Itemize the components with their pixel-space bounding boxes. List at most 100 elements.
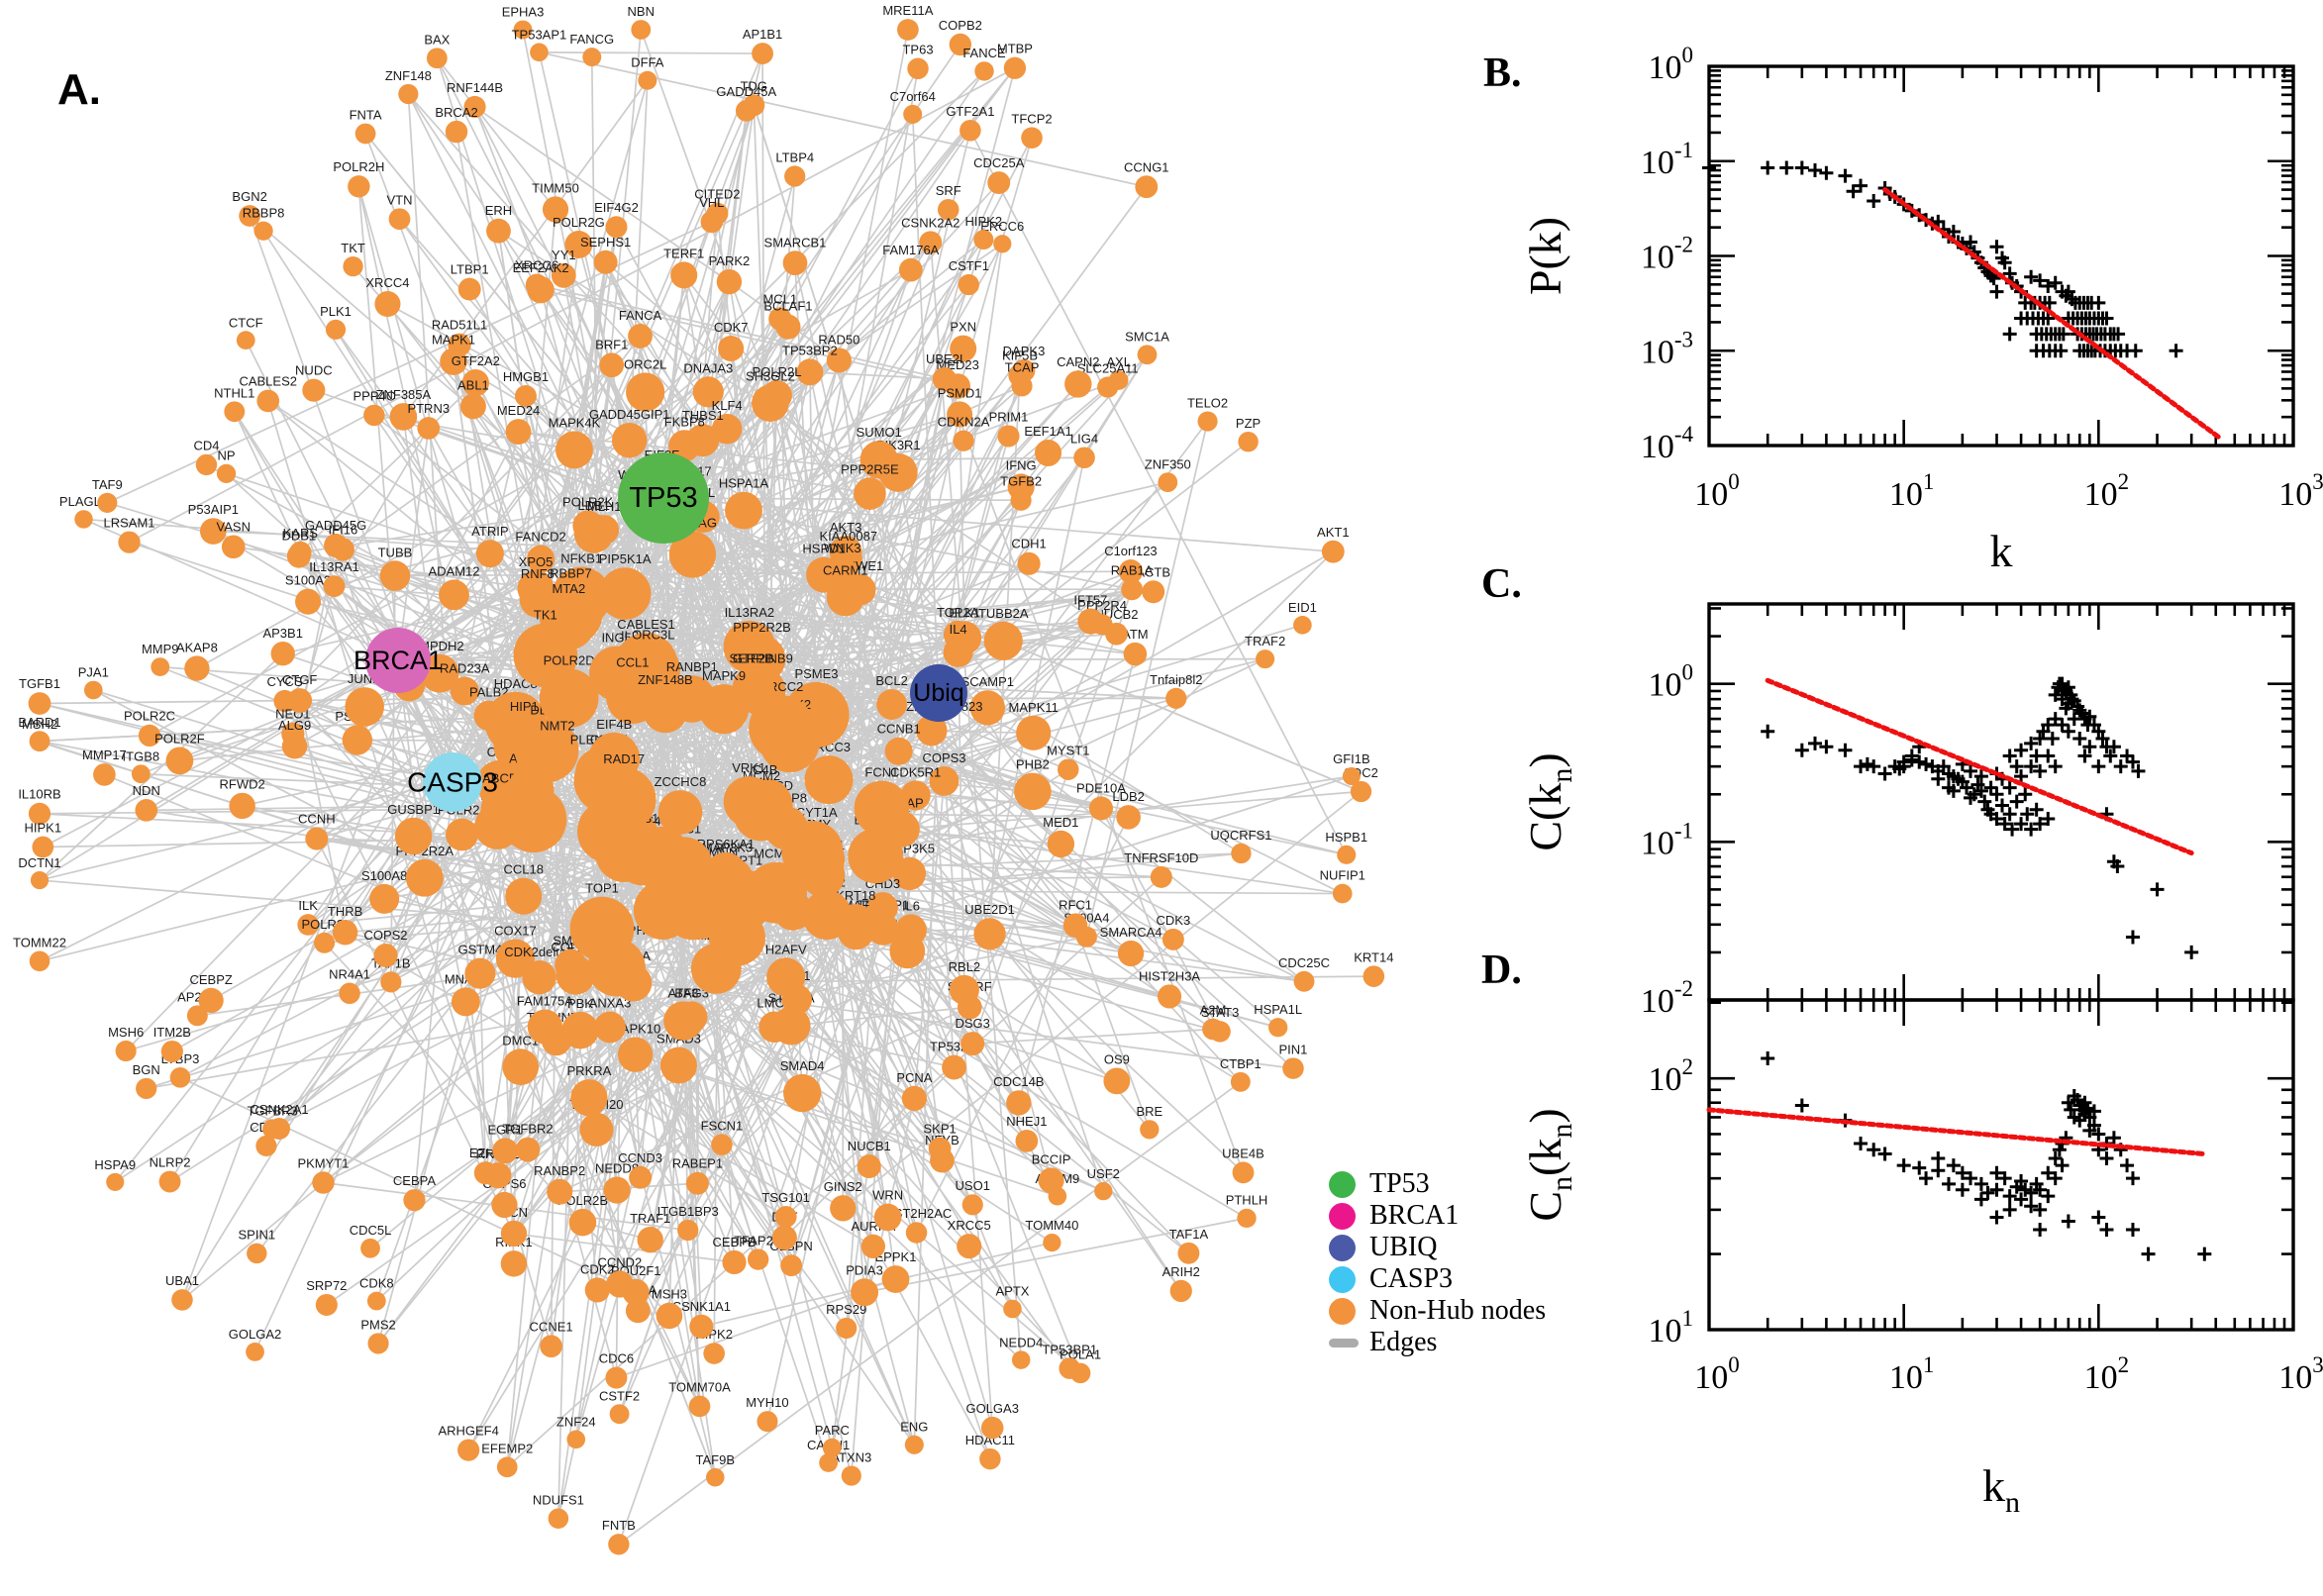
network-node-label: ERH xyxy=(485,203,512,218)
network-node xyxy=(836,1317,858,1340)
network-node xyxy=(1043,1233,1061,1252)
network-node xyxy=(566,1430,586,1449)
network-node-label: EIF4B xyxy=(596,717,632,732)
network-node xyxy=(898,257,923,282)
network-node-label: PLAGL1 xyxy=(59,494,108,509)
network-node xyxy=(158,1170,181,1193)
network-node xyxy=(1237,1208,1257,1229)
network-node xyxy=(268,1117,290,1140)
network-node xyxy=(1238,431,1259,452)
network-node-label: UQCRFS1 xyxy=(1210,828,1271,843)
network-node-label: HSPA1A xyxy=(719,476,769,491)
network-node-label: ATF3 xyxy=(668,985,699,1000)
network-node-label: CABLES2 xyxy=(239,374,297,389)
network-node-label: RPS6KA1 xyxy=(697,837,756,851)
network-node xyxy=(286,544,311,568)
network-node xyxy=(725,491,762,530)
hub-node-label-Ubiq: Ubiq xyxy=(913,679,963,707)
network-node-label: PPP2R5E xyxy=(841,461,899,476)
y-axis-label: C(kn) xyxy=(1520,752,1578,850)
network-node-label: STAT3 xyxy=(1201,1005,1240,1020)
network-node-label: TRAF1 xyxy=(630,1211,670,1226)
network-node xyxy=(749,695,815,761)
network-node xyxy=(980,1416,1004,1440)
network-node-label: IL10RB xyxy=(18,787,60,802)
network-node xyxy=(997,425,1020,448)
network-node xyxy=(500,1220,528,1247)
network-node xyxy=(1165,687,1187,709)
network-node-label: DSG3 xyxy=(955,1016,989,1031)
network-node xyxy=(1011,375,1033,397)
network-node-label: AKT1 xyxy=(1317,525,1350,540)
network-node-label: FCN1 xyxy=(864,765,898,780)
network-node xyxy=(943,637,973,667)
network-node-label: BRCA2 xyxy=(435,105,477,120)
network-node xyxy=(784,165,806,187)
network-node xyxy=(1059,1357,1081,1379)
network-node xyxy=(1332,883,1353,904)
network-node xyxy=(775,314,801,340)
network-node xyxy=(857,1154,881,1179)
network-hubs: TP53 BRCA1 Ubiq CASP3 xyxy=(354,452,967,812)
network-node xyxy=(29,950,50,972)
network-node-label: TUBB2A xyxy=(978,606,1029,621)
network-node xyxy=(969,690,1006,726)
network-node xyxy=(905,1222,928,1244)
network-node xyxy=(457,277,481,301)
network-node xyxy=(239,205,260,227)
network-node xyxy=(246,1343,264,1361)
network-node-label: POLR2H xyxy=(333,159,384,174)
hub-node-label-BRCA1: BRCA1 xyxy=(354,646,443,675)
network-node xyxy=(325,319,347,340)
svg-text:10-2: 10-2 xyxy=(1641,976,1693,1020)
network-node xyxy=(216,463,237,483)
network-node-label: CARM1 xyxy=(823,562,868,577)
network-node-label: CAPN2 xyxy=(1057,354,1099,369)
network-node xyxy=(637,1227,663,1253)
panel-label-c: C. xyxy=(1481,561,1522,607)
network-node xyxy=(440,348,467,375)
legend-item-non-hub-nodes: Non-Hub nodes xyxy=(1329,1295,1656,1327)
network-node xyxy=(758,1011,790,1044)
network-node xyxy=(1142,580,1165,604)
network-node xyxy=(445,120,468,144)
network-node-label: ARIH2 xyxy=(1162,1264,1200,1279)
network-node-label: POLR2F xyxy=(154,731,205,746)
network-node xyxy=(796,358,824,386)
network-node-label: RNF8 xyxy=(521,566,555,581)
x-axis-label: k xyxy=(1990,526,2013,576)
network-node-label: MSH3 xyxy=(652,1287,687,1302)
network-node xyxy=(373,944,398,968)
network-node xyxy=(160,1040,183,1063)
network-node-label: VHL xyxy=(699,195,724,210)
network-node xyxy=(1342,766,1361,786)
network-node-label: TGFBR2 xyxy=(502,1122,553,1137)
network-node-label: DDB1 xyxy=(282,529,317,544)
network-node-label: NHEJ1 xyxy=(1006,1114,1047,1129)
network-node xyxy=(1058,758,1079,780)
network-node-label: FANCA xyxy=(619,308,662,323)
network-graph: FNTB MRE11A MTBP NBN COPB2 BARD1 EPHA3 KRT14 UBA… xyxy=(13,3,1393,1555)
network-node-label: SRF xyxy=(936,183,961,198)
network-node xyxy=(689,1314,714,1339)
network-node xyxy=(500,1250,528,1277)
network-node xyxy=(199,518,227,545)
network-node xyxy=(617,1037,654,1072)
svg-text:10-1: 10-1 xyxy=(1641,138,1693,181)
network-node xyxy=(685,1171,709,1195)
network-node xyxy=(138,724,161,748)
network-node-label: RANBP1 xyxy=(666,659,718,674)
network-node xyxy=(598,567,652,620)
network-node xyxy=(688,1395,711,1418)
network-node xyxy=(722,1249,747,1275)
network-node xyxy=(1121,578,1144,601)
network-node-label: RANBP2 xyxy=(534,1163,585,1178)
network-node-label: EGR1 xyxy=(487,1122,522,1137)
network-node xyxy=(1077,608,1104,635)
network-node xyxy=(331,538,354,561)
network-node-label: OS9 xyxy=(1104,1051,1130,1066)
network-node-label: MTA2 xyxy=(553,581,586,596)
network-node xyxy=(953,430,974,451)
network-node-label: ZNF148 xyxy=(385,68,432,83)
